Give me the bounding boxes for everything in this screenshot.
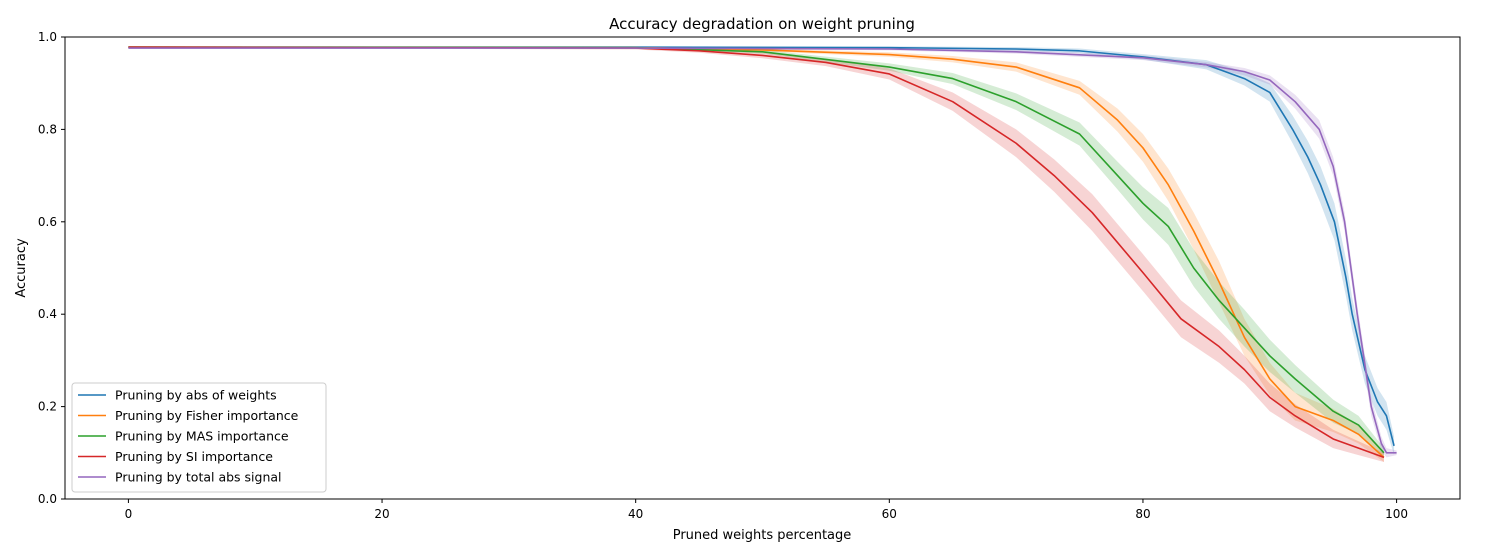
legend: Pruning by abs of weights Pruning by Fish…: [71, 382, 327, 493]
legend-box: [71, 382, 327, 493]
series-line-3: [128, 46, 1385, 459]
legend-label: Pruning by SI importance: [115, 449, 273, 464]
y-tick-label: 1.0: [38, 30, 57, 44]
x-tick-label: 100: [1385, 507, 1408, 521]
legend-label: Pruning by Fisher importance: [115, 408, 299, 423]
x-tick-label: 0: [125, 507, 133, 521]
legend-label: Pruning by total abs signal: [115, 470, 282, 485]
series-band-3: [128, 46, 1384, 463]
legend-label: Pruning by abs of weights: [115, 388, 277, 403]
plot-frame: [64, 36, 1461, 500]
series-band-0: [128, 46, 1395, 456]
series-line-4: [128, 47, 1397, 454]
x-tick-label: 40: [628, 507, 643, 521]
y-tick-label: 0.0: [38, 492, 57, 506]
y-tick-label: 0.4: [38, 307, 57, 321]
y-axis-label: Accuracy: [14, 238, 29, 298]
lines: [128, 46, 1397, 459]
bands: [128, 46, 1397, 463]
y-tick-label: 0.2: [38, 400, 57, 414]
series-line-1: [128, 46, 1385, 459]
x-axis-label: Pruned weights percentage: [673, 528, 852, 543]
x-tick-label: 60: [882, 507, 897, 521]
legend-label: Pruning by MAS importance: [115, 429, 289, 444]
y-tick-label: 0.6: [38, 215, 57, 229]
series-line-2: [128, 46, 1385, 454]
x-tick-label: 80: [1135, 507, 1150, 521]
ticks: 0 20 40 60 80 100 0.0 0.2 0.4 0.6 0.8 1.0: [38, 30, 1408, 521]
x-tick-label: 20: [374, 507, 389, 521]
y-tick-label: 0.8: [38, 122, 57, 136]
chart-title: Accuracy degradation on weight pruning: [609, 15, 915, 33]
